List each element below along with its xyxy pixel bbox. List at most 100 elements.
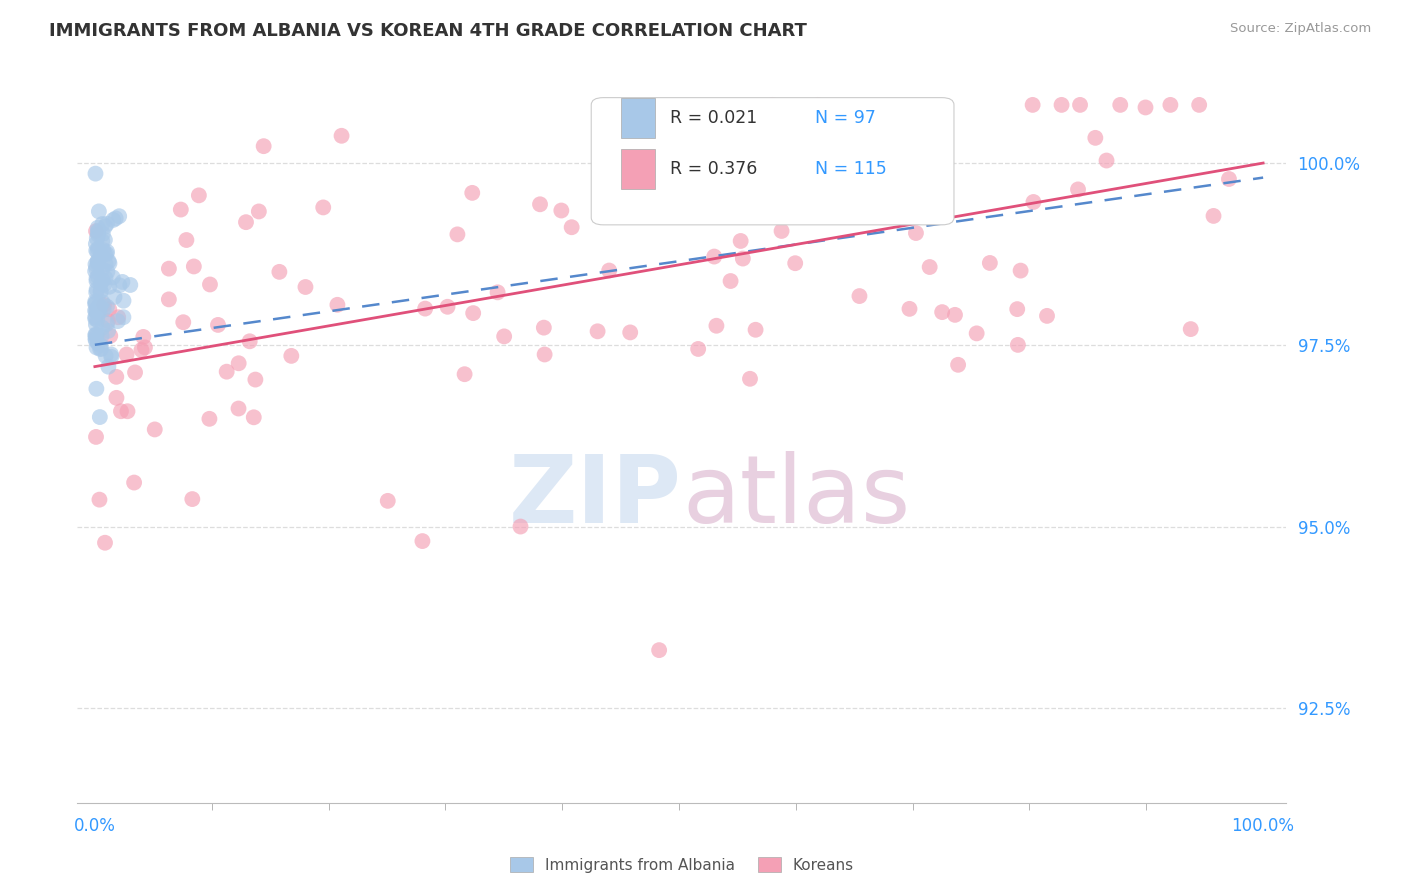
Point	[96, 246, 118, 260]
Point	[848, 289, 870, 303]
Point	[122, 475, 145, 490]
Point	[90, 247, 112, 261]
Point	[533, 320, 555, 334]
Text: N = 115: N = 115	[815, 160, 887, 178]
Point	[486, 285, 509, 300]
FancyBboxPatch shape	[592, 97, 955, 225]
Point	[979, 256, 1001, 270]
Point	[90, 329, 112, 343]
Point	[86, 271, 108, 285]
Point	[100, 350, 122, 364]
Point	[93, 277, 115, 292]
Point	[94, 271, 117, 285]
Point	[90, 298, 112, 312]
Point	[97, 254, 120, 268]
Point	[89, 492, 111, 507]
Point	[1050, 98, 1073, 112]
Point	[818, 186, 841, 201]
Point	[453, 368, 475, 382]
Point	[648, 643, 671, 657]
Point	[90, 276, 112, 290]
Point	[688, 342, 710, 356]
Point	[97, 314, 120, 328]
Point	[269, 265, 291, 279]
Point	[87, 220, 110, 235]
Point	[96, 317, 118, 331]
Point	[835, 169, 858, 183]
Point	[170, 202, 193, 217]
Point	[183, 260, 205, 274]
Point	[86, 313, 108, 327]
Point	[207, 318, 229, 332]
Point	[87, 256, 110, 270]
Point	[111, 275, 134, 289]
Point	[87, 302, 110, 317]
Point	[98, 302, 121, 317]
Point	[215, 365, 238, 379]
Point	[235, 215, 257, 229]
Point	[84, 167, 107, 181]
Point	[377, 494, 399, 508]
Point	[198, 277, 221, 292]
Point	[931, 305, 953, 319]
Point	[84, 264, 107, 278]
Point	[770, 224, 793, 238]
Point	[87, 242, 110, 256]
Point	[294, 280, 316, 294]
Point	[1159, 98, 1181, 112]
Point	[89, 337, 111, 351]
Point	[172, 315, 194, 329]
Point	[120, 277, 142, 292]
Point	[90, 285, 112, 299]
FancyBboxPatch shape	[621, 148, 655, 188]
Text: N = 97: N = 97	[815, 109, 876, 127]
Point	[245, 373, 267, 387]
Point	[117, 404, 139, 418]
Point	[89, 305, 111, 319]
Text: ZIP: ZIP	[509, 451, 682, 543]
Point	[98, 328, 121, 343]
Point	[1007, 338, 1029, 352]
Point	[108, 209, 131, 223]
Point	[86, 255, 108, 269]
Point	[762, 98, 785, 112]
Point	[703, 250, 725, 264]
Point	[898, 208, 921, 222]
Point	[1069, 98, 1091, 112]
Point	[697, 124, 720, 138]
Point	[228, 401, 250, 416]
Point	[124, 366, 146, 380]
Point	[89, 284, 111, 298]
Point	[413, 301, 436, 316]
Point	[1135, 100, 1157, 114]
Point	[84, 257, 107, 271]
Point	[411, 534, 433, 549]
Point	[84, 296, 107, 310]
Point	[103, 290, 125, 304]
Point	[84, 312, 107, 326]
Point	[918, 260, 941, 274]
Point	[326, 298, 349, 312]
Point	[533, 347, 555, 361]
Point	[86, 226, 108, 240]
Point	[132, 330, 155, 344]
Point	[84, 294, 107, 309]
Point	[87, 299, 110, 313]
Point	[84, 310, 107, 324]
Point	[94, 219, 117, 234]
Point	[91, 217, 114, 231]
Point	[710, 147, 733, 161]
Point	[91, 234, 114, 248]
Point	[87, 301, 110, 315]
Point	[86, 274, 108, 288]
Point	[91, 320, 114, 334]
Point	[744, 323, 766, 337]
Point	[598, 263, 620, 277]
Point	[87, 336, 110, 351]
Point	[107, 310, 129, 325]
Point	[1005, 302, 1028, 317]
Point	[86, 304, 108, 318]
Point	[900, 125, 922, 139]
Point	[134, 340, 156, 354]
Point	[898, 301, 921, 316]
